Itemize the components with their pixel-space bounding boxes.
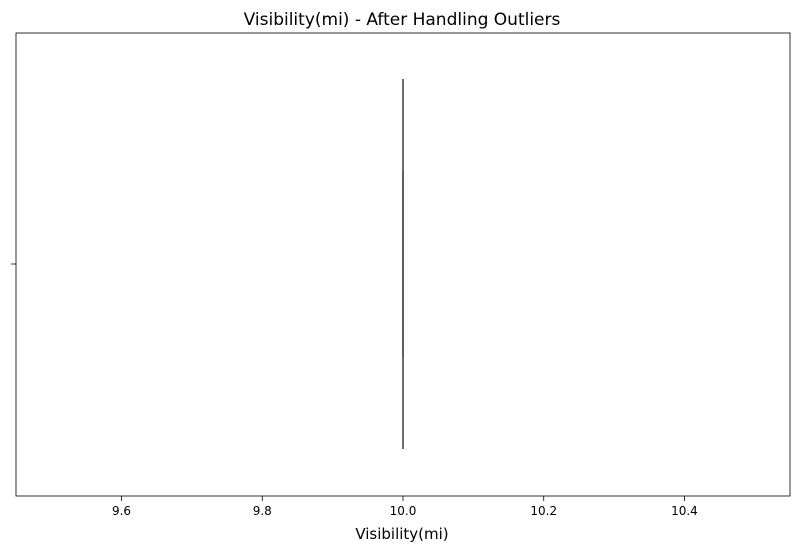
x-tick-label: 10.4	[671, 504, 698, 518]
x-tick-label: 10.0	[390, 504, 417, 518]
chart-title: Visibility(mi) - After Handling Outliers	[244, 10, 561, 30]
x-tick-label: 10.2	[530, 504, 557, 518]
x-axis: 9.6 9.8 10.0 10.2 10.4	[112, 496, 698, 518]
x-tick-label: 9.6	[112, 504, 131, 518]
x-axis-label: Visibility(mi)	[355, 525, 448, 543]
x-tick-label: 9.8	[253, 504, 272, 518]
